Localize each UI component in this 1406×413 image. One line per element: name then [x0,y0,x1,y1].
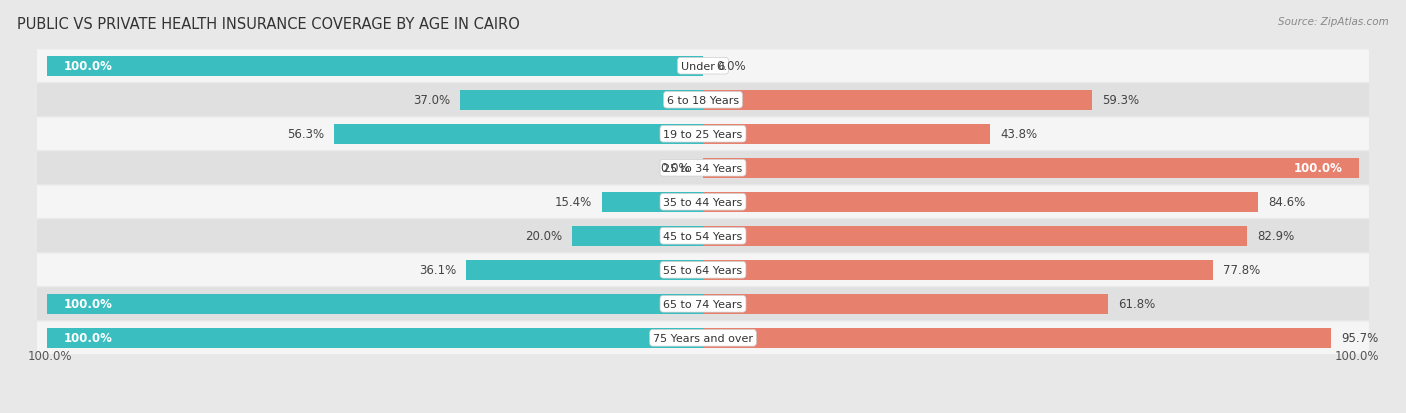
Text: 100.0%: 100.0% [63,298,112,311]
Text: 36.1%: 36.1% [419,263,457,277]
Text: 77.8%: 77.8% [1223,263,1261,277]
FancyBboxPatch shape [37,322,1369,354]
Bar [703,260,1213,280]
Text: 0.0%: 0.0% [716,60,745,73]
Text: 43.8%: 43.8% [1000,128,1038,141]
Text: 61.8%: 61.8% [1118,298,1156,311]
Bar [703,159,1360,178]
Bar [703,294,1108,314]
Text: Under 6: Under 6 [681,62,725,71]
FancyBboxPatch shape [37,220,1369,252]
Bar [703,328,1331,348]
Text: 45 to 54 Years: 45 to 54 Years [664,231,742,241]
Bar [46,328,703,348]
Text: 0.0%: 0.0% [661,162,690,175]
Bar [602,192,703,212]
Bar [467,260,703,280]
Text: 59.3%: 59.3% [1102,94,1139,107]
Text: 65 to 74 Years: 65 to 74 Years [664,299,742,309]
Bar [46,294,703,314]
Text: 100.0%: 100.0% [27,349,72,363]
FancyBboxPatch shape [37,254,1369,286]
Bar [703,226,1247,246]
Text: PUBLIC VS PRIVATE HEALTH INSURANCE COVERAGE BY AGE IN CAIRO: PUBLIC VS PRIVATE HEALTH INSURANCE COVER… [17,17,520,31]
Text: Source: ZipAtlas.com: Source: ZipAtlas.com [1278,17,1389,26]
Text: 37.0%: 37.0% [413,94,450,107]
Text: 15.4%: 15.4% [555,196,592,209]
FancyBboxPatch shape [37,186,1369,218]
Text: 82.9%: 82.9% [1257,230,1294,243]
Text: 19 to 25 Years: 19 to 25 Years [664,129,742,139]
Text: 100.0%: 100.0% [1334,349,1379,363]
Bar [46,57,703,76]
FancyBboxPatch shape [37,152,1369,185]
Text: 100.0%: 100.0% [63,332,112,344]
Bar [572,226,703,246]
FancyBboxPatch shape [37,118,1369,151]
FancyBboxPatch shape [37,50,1369,83]
Text: 100.0%: 100.0% [1294,162,1343,175]
Text: 56.3%: 56.3% [287,128,323,141]
FancyBboxPatch shape [37,84,1369,117]
Text: 75 Years and over: 75 Years and over [652,333,754,343]
Text: 35 to 44 Years: 35 to 44 Years [664,197,742,207]
Text: 95.7%: 95.7% [1341,332,1378,344]
Text: 20.0%: 20.0% [524,230,562,243]
Text: 55 to 64 Years: 55 to 64 Years [664,265,742,275]
Bar [703,90,1092,110]
Text: 6 to 18 Years: 6 to 18 Years [666,95,740,105]
Bar [703,125,990,144]
Text: 84.6%: 84.6% [1268,196,1305,209]
Bar [460,90,703,110]
FancyBboxPatch shape [37,288,1369,320]
Text: 100.0%: 100.0% [63,60,112,73]
Bar [703,192,1258,212]
Text: 25 to 34 Years: 25 to 34 Years [664,163,742,173]
Bar [333,125,703,144]
